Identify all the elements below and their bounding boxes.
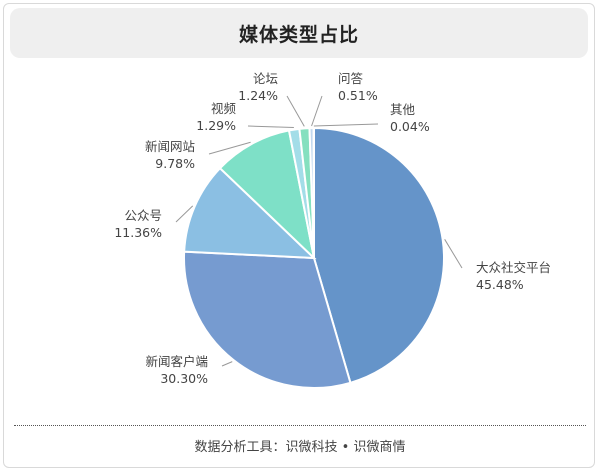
title-bar: 媒体类型占比 <box>10 8 588 58</box>
slice-value-2: 11.36% <box>114 225 162 240</box>
slice-value-4: 1.29% <box>196 118 236 133</box>
pie-slice-1 <box>183 250 352 389</box>
pie-slice-3 <box>218 129 316 261</box>
slice-value-6: 0.51% <box>338 88 378 103</box>
slice-label-6: 问答 <box>338 71 364 86</box>
slice-value-1: 30.30% <box>160 371 208 386</box>
leader-line-6 <box>311 95 323 127</box>
pie-slice-2 <box>183 166 317 260</box>
slice-label-7: 其他 <box>390 102 416 117</box>
footer-divider <box>14 425 586 426</box>
leader-line-1 <box>221 361 233 367</box>
slice-label-1: 新闻客户端 <box>145 354 208 369</box>
leader-line-2 <box>175 205 194 223</box>
slice-value-0: 45.48% <box>476 277 524 292</box>
slice-value-3: 9.78% <box>155 156 195 171</box>
slice-value-5: 1.24% <box>238 88 278 103</box>
leader-line-3 <box>208 141 251 155</box>
leader-line-5 <box>286 95 305 127</box>
slice-label-4: 视频 <box>211 101 237 116</box>
slice-label-3: 新闻网站 <box>145 139 195 154</box>
pie-slice-0 <box>313 126 446 385</box>
slice-label-0: 大众社交平台 <box>476 260 551 275</box>
leader-line-4 <box>247 125 294 129</box>
source-note: 数据分析工具：识微科技 • 识微商情 <box>194 440 406 455</box>
slice-label-2: 公众号 <box>124 208 162 223</box>
chart-title: 媒体类型占比 <box>238 23 359 46</box>
leader-line-7 <box>313 123 379 127</box>
slice-label-5: 论坛 <box>253 71 278 86</box>
slice-value-7: 0.04% <box>390 119 430 134</box>
leader-line-0 <box>444 239 463 269</box>
